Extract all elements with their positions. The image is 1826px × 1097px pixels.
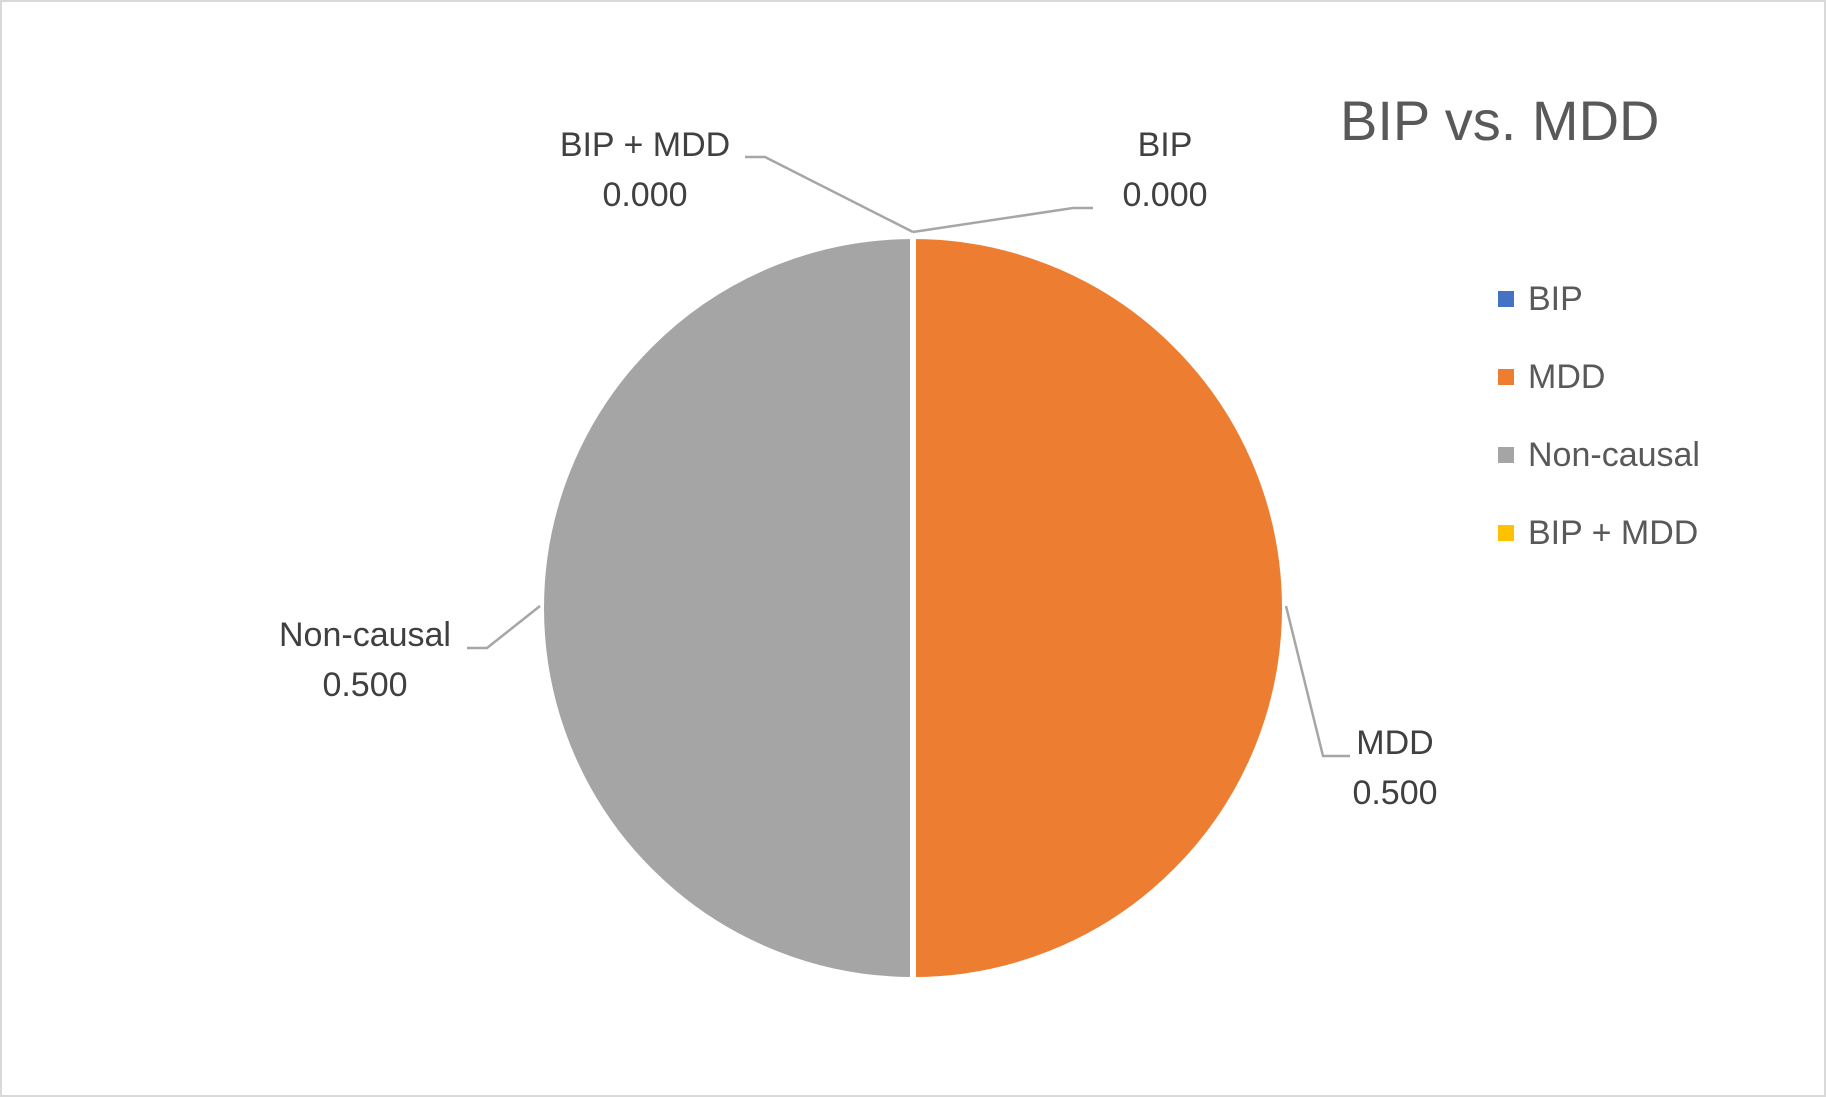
data-label-value: 0.500 [322, 666, 408, 704]
legend-swatch-non-causal [1498, 447, 1514, 463]
legend-item-bip: BIP [1498, 260, 1700, 338]
leader-line-bip-mdd [745, 155, 914, 234]
leader-line-bip [912, 206, 1093, 234]
data-label-value: 0.000 [602, 176, 688, 214]
chart-title: BIP vs. MDD [1340, 89, 1660, 152]
pie-slice-non-causal [538, 233, 916, 983]
pie-slices [538, 233, 1288, 983]
legend-swatch-bip [1498, 291, 1514, 307]
data-label-bip: BIP 0.000 [1100, 120, 1230, 220]
leader-line-non-causal [467, 605, 541, 650]
data-label-bip-mdd: BIP + MDD 0.000 [550, 120, 740, 220]
data-label-non-causal: Non-causal 0.500 [265, 610, 465, 710]
legend-item-non-causal: Non-causal [1498, 416, 1700, 494]
data-label-name: Non-causal [279, 616, 451, 654]
data-label-name: BIP [1137, 126, 1193, 164]
legend-label-mdd: MDD [1528, 357, 1606, 396]
data-label-name: MDD [1356, 724, 1434, 762]
legend: BIP MDD Non-causal BIP + MDD [1498, 260, 1700, 572]
data-label-value: 0.500 [1352, 774, 1438, 812]
data-label-name: BIP + MDD [559, 126, 731, 164]
leader-lines [467, 155, 1350, 758]
legend-swatch-bip-mdd [1498, 525, 1514, 541]
leader-line-mdd [1284, 605, 1350, 758]
legend-label-bip-mdd: BIP + MDD [1528, 513, 1699, 552]
pie-slice-mdd [910, 233, 1288, 983]
legend-item-mdd: MDD [1498, 338, 1700, 416]
legend-swatch-mdd [1498, 369, 1514, 385]
legend-item-bip-mdd: BIP + MDD [1498, 494, 1700, 572]
legend-label-non-causal: Non-causal [1528, 435, 1700, 474]
legend-label-bip: BIP [1528, 279, 1583, 318]
data-label-mdd: MDD 0.500 [1330, 718, 1460, 818]
data-label-value: 0.000 [1122, 176, 1208, 214]
